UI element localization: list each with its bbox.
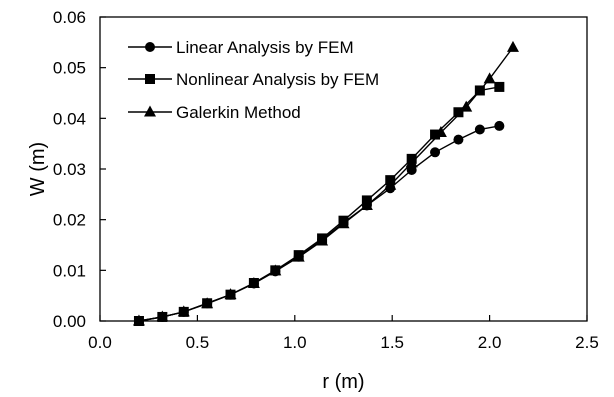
x-tick-label: 2.5 (575, 333, 599, 352)
data-point-square (453, 107, 464, 118)
x-tick-label: 2.0 (478, 333, 502, 352)
data-point-triangle (224, 288, 237, 300)
data-point-triangle (405, 156, 418, 168)
data-point-triangle (483, 72, 496, 84)
plot-frame (99, 16, 588, 322)
series-line (138, 86, 500, 322)
data-point-circle (474, 124, 485, 135)
series-circle (133, 120, 505, 326)
data-point-triangle (360, 198, 373, 210)
x-tick-label: 1.5 (380, 333, 404, 352)
y-axis-ticks: 0.00 0.01 0.02 0.03 0.04 0.05 0.06 (53, 8, 106, 331)
data-point-triangle (292, 250, 305, 262)
legend-item: Nonlinear Analysis by FEM (128, 70, 379, 89)
data-point-square (430, 129, 441, 140)
y-tick-label: 0.00 (53, 312, 86, 331)
data-point-triangle (384, 178, 397, 190)
x-axis-title: r (m) (322, 371, 364, 393)
data-point-circle (406, 165, 417, 176)
x-tick-label: 0.0 (88, 333, 112, 352)
series-layer (132, 40, 519, 326)
legend: Linear Analysis by FEM Nonlinear Analysis… (128, 38, 379, 122)
data-point-triangle (156, 310, 169, 322)
series-triangle (132, 40, 519, 326)
data-point-triangle (177, 305, 190, 317)
legend-label: Linear Analysis by FEM (176, 38, 354, 57)
legend-marker-triangle (144, 105, 156, 117)
data-point-triangle (247, 277, 260, 289)
legend-marker-circle (145, 42, 155, 52)
legend-label: Galerkin Method (176, 103, 301, 122)
data-point-triangle (434, 126, 447, 138)
x-axis-ticks: 0.0 0.5 1.0 1.5 2.0 2.5 (88, 315, 599, 352)
y-tick-label: 0.03 (53, 160, 86, 179)
x-tick-label: 1.0 (283, 333, 307, 352)
data-point-circle (453, 134, 464, 145)
legend-item: Galerkin Method (128, 103, 301, 122)
legend-label: Nonlinear Analysis by FEM (176, 70, 379, 89)
data-point-triangle (460, 100, 473, 112)
data-point-circle (430, 147, 441, 158)
y-axis-title: W (m) (27, 142, 49, 196)
y-tick-label: 0.06 (53, 8, 86, 27)
y-tick-label: 0.02 (53, 211, 86, 230)
legend-marker-square (145, 74, 155, 84)
data-point-triangle (269, 264, 282, 276)
series-line (138, 125, 500, 322)
data-point-square (494, 81, 505, 92)
x-tick-label: 0.5 (186, 333, 210, 352)
y-tick-label: 0.04 (53, 109, 86, 128)
y-tick-label: 0.05 (53, 59, 86, 78)
data-point-triangle (337, 217, 350, 229)
data-point-triangle (132, 314, 145, 326)
data-point-circle (494, 120, 505, 131)
legend-item: Linear Analysis by FEM (128, 38, 354, 57)
data-point-triangle (316, 234, 329, 246)
plot-area (99, 16, 588, 322)
y-tick-label: 0.01 (53, 261, 86, 280)
data-point-triangle (201, 297, 214, 309)
data-point-triangle (506, 40, 519, 52)
